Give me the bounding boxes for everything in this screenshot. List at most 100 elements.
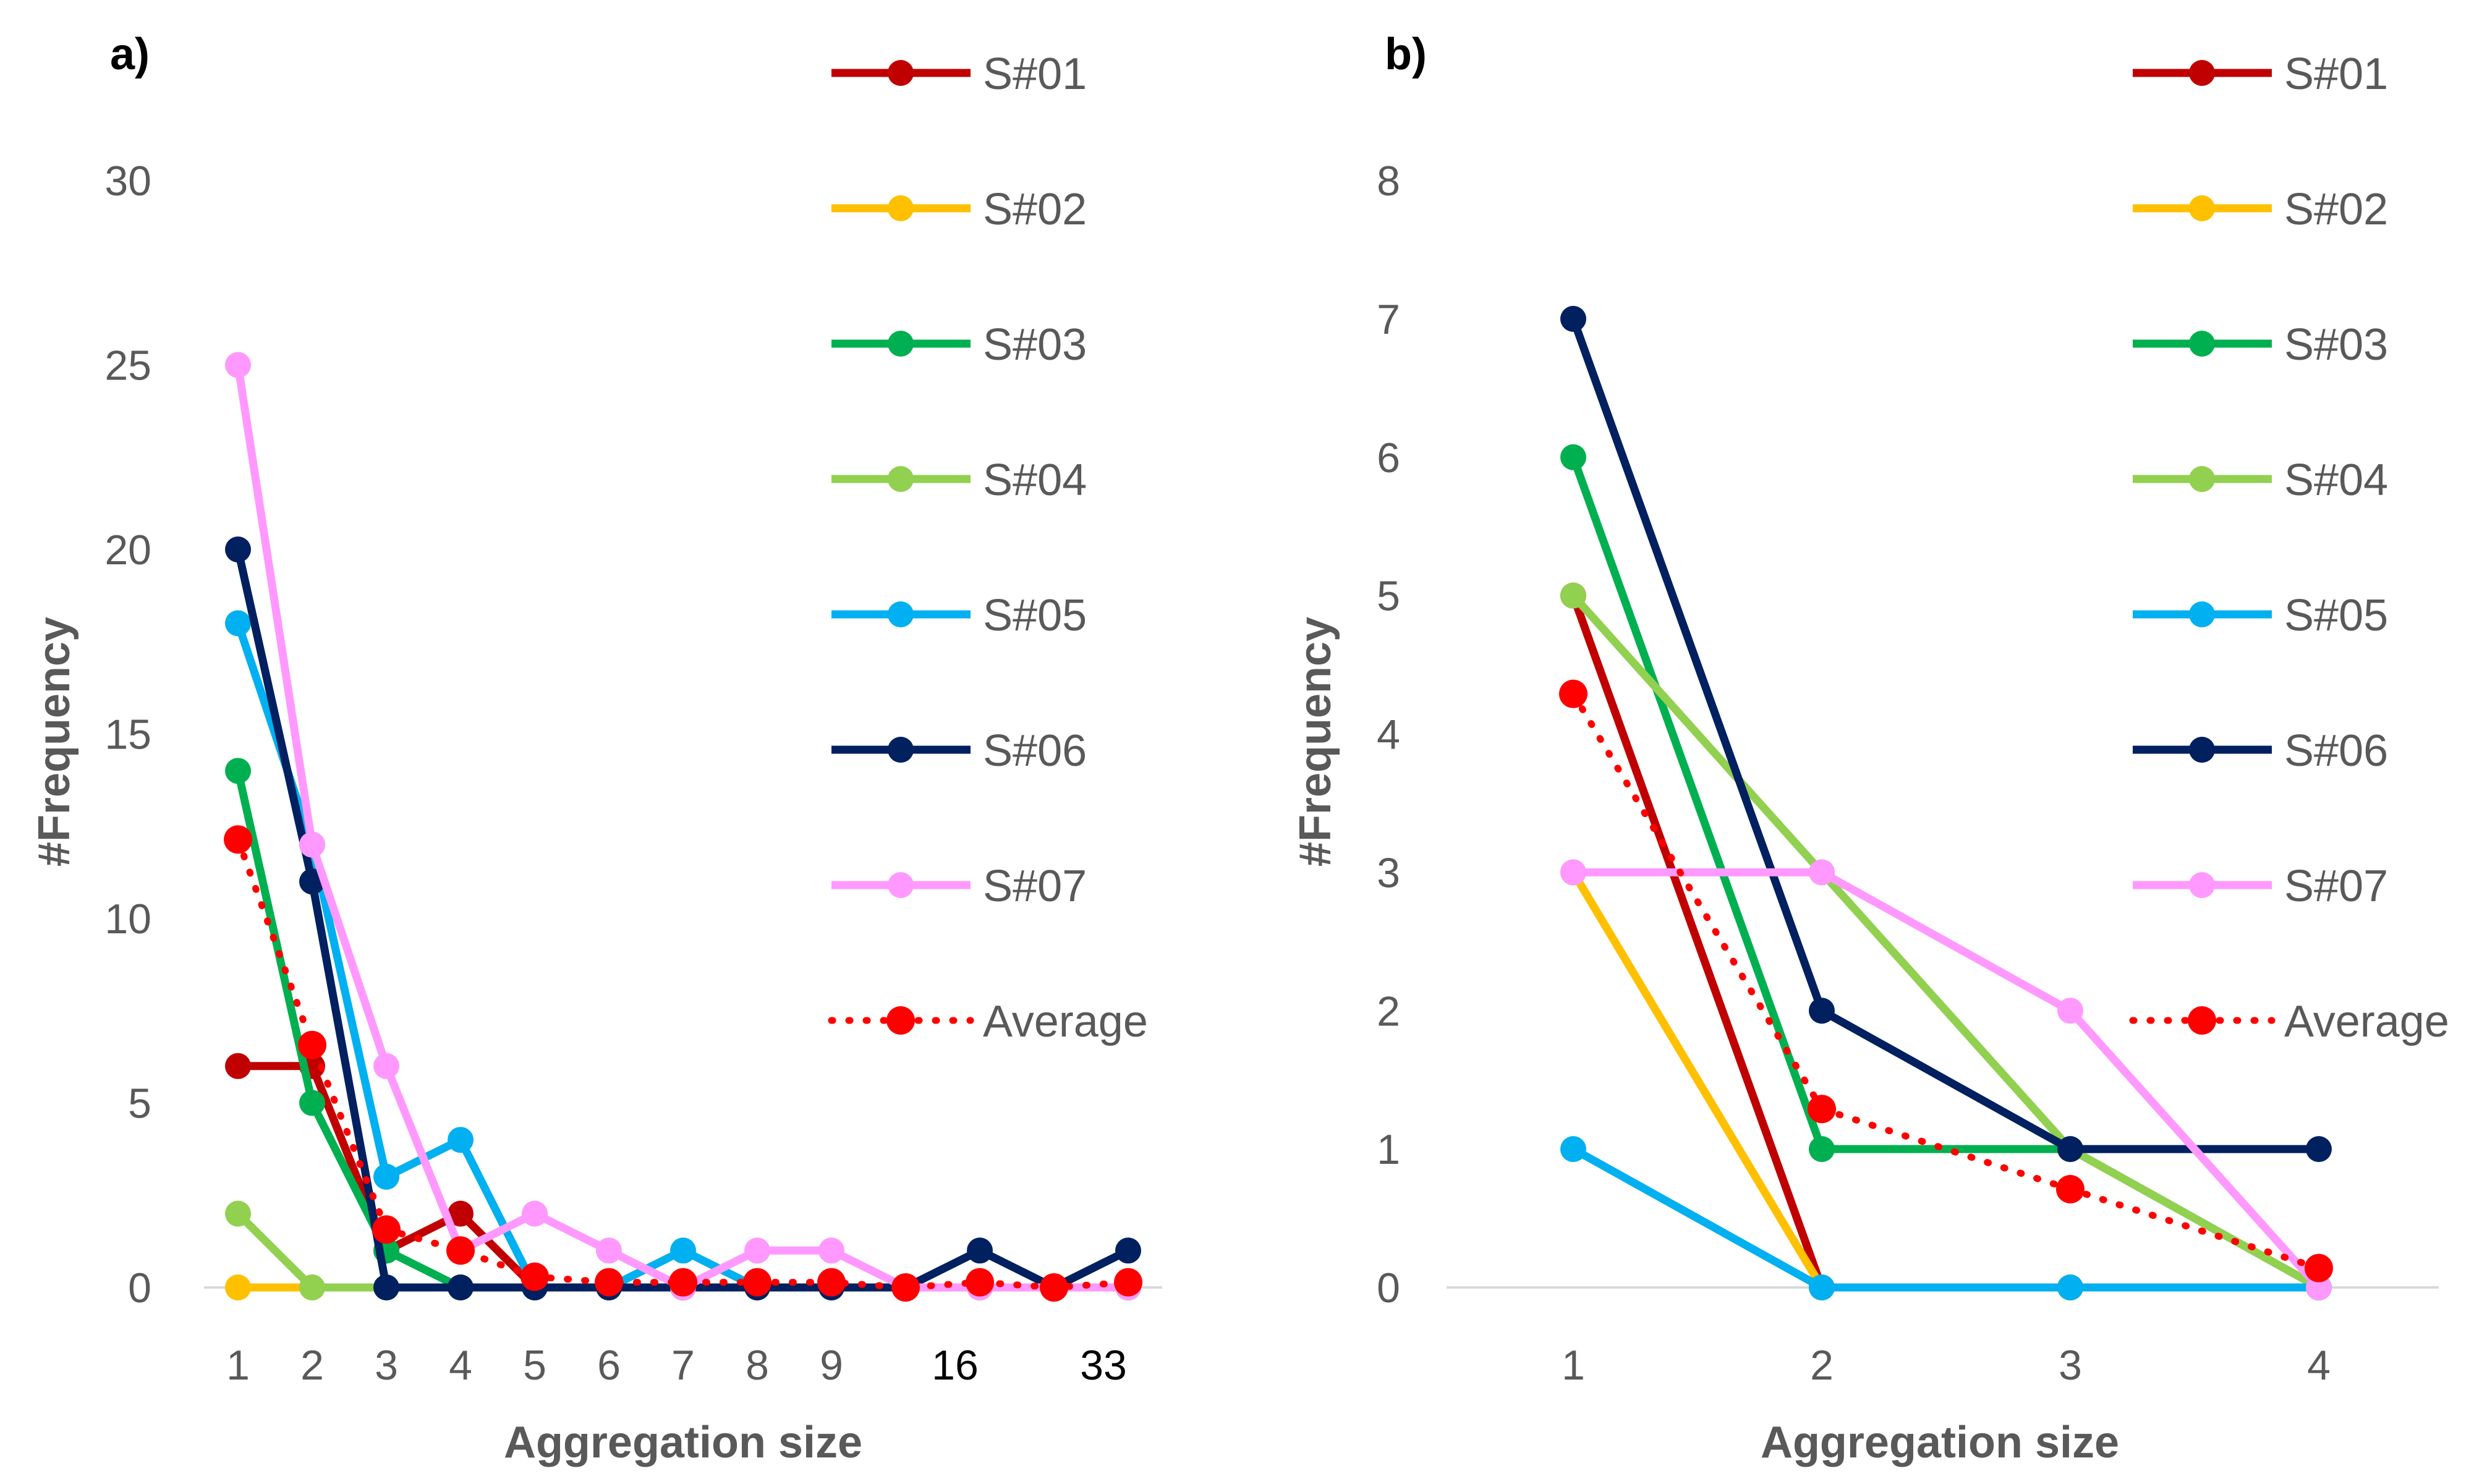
x-tick-label: 4 (449, 1342, 472, 1389)
data-point (595, 1268, 623, 1297)
legend-label: S#02 (2284, 185, 2388, 234)
data-point (225, 1200, 251, 1227)
x-tick-label: 6 (597, 1342, 621, 1389)
legend-label: S#05 (983, 591, 1087, 640)
data-point (967, 1237, 993, 1264)
data-point (1560, 305, 1586, 332)
legend-swatch-marker (2189, 331, 2215, 357)
data-point (225, 610, 251, 637)
data-point (225, 1274, 251, 1300)
legend-item: S#03 (2133, 320, 2388, 370)
y-tick-label: 7 (1377, 296, 1400, 343)
data-point (1560, 1136, 1586, 1163)
x-tick-label: 5 (523, 1342, 546, 1389)
series-line (1573, 868, 2322, 1291)
series-average (1559, 679, 2333, 1283)
legend-label: S#07 (2284, 862, 2388, 911)
data-point (1559, 679, 1587, 708)
data-point (818, 1237, 844, 1264)
panel-b: b) #Frequency Aggregation size 0 1 2 3 4 5 6 7 8… (1291, 30, 2449, 1467)
x-axis-title: Aggregation size (1761, 1418, 2119, 1467)
y-tick-label: 10 (104, 896, 151, 943)
legend-item: S#02 (831, 185, 1087, 234)
legend-swatch-marker (2189, 466, 2215, 492)
x-axis-title: Aggregation size (504, 1418, 862, 1467)
legend-swatch-marker (2189, 195, 2215, 221)
y-axis-title: #Frequency (30, 617, 79, 867)
data-point (1114, 1268, 1142, 1297)
x-tick-label: 4 (2307, 1342, 2331, 1389)
y-tick-label: 0 (1377, 1265, 1400, 1312)
y-tick-label: 30 (104, 158, 151, 205)
legend-swatch-marker (888, 331, 914, 357)
legend-item: Average (828, 997, 1148, 1046)
legend-item: S#05 (2133, 591, 2388, 640)
legend-swatch-marker (2189, 737, 2215, 763)
legend-label: S#06 (2284, 726, 2388, 776)
y-tick-label: 3 (1377, 849, 1400, 896)
legend-swatch-marker (888, 737, 914, 763)
data-point (1809, 859, 1835, 886)
y-tick-label: 5 (1377, 573, 1400, 620)
x-tick-label: 9 (820, 1342, 843, 1389)
legend-item: S#04 (831, 456, 1087, 505)
data-point (744, 1237, 770, 1264)
y-tick-label: 1 (1377, 1126, 1400, 1173)
y-tick-label: 4 (1377, 711, 1400, 758)
legend-label: S#01 (983, 49, 1087, 99)
y-tick-label: 0 (128, 1265, 151, 1312)
legend-swatch-marker (888, 60, 914, 86)
legend-label: S#03 (983, 320, 1087, 370)
y-tick-label: 2 (1377, 988, 1400, 1035)
x-tick-label: 2 (300, 1342, 324, 1389)
data-point (2306, 1274, 2332, 1300)
data-point (522, 1200, 548, 1227)
data-point (1809, 1274, 1835, 1300)
x-tick-label: 3 (2059, 1342, 2082, 1389)
data-point (2305, 1253, 2333, 1283)
legend-label: S#06 (983, 726, 1087, 776)
series-line (1571, 1145, 2319, 1292)
data-point (670, 1237, 696, 1264)
data-point (372, 1215, 401, 1244)
legend-item: S#06 (831, 726, 1087, 776)
data-point (2057, 1136, 2083, 1163)
data-point (1560, 582, 1586, 609)
legend: S#01 S#02 S#03 S#04 S#05 S#06 S#07 Average (828, 49, 1148, 1046)
x-tick-label: 7 (671, 1342, 695, 1389)
legend: S#01 S#02 S#03 S#04 S#05 S#06 S#07 Average (2129, 49, 2449, 1046)
legend-swatch-marker (886, 1006, 915, 1035)
data-point (2057, 998, 2083, 1024)
legend-item: S#01 (2133, 49, 2388, 99)
data-point (2306, 1136, 2332, 1163)
legend-label: S#05 (2284, 591, 2388, 640)
legend-label: S#04 (983, 456, 1087, 505)
data-point (298, 1030, 326, 1059)
data-point (225, 352, 251, 378)
legend-item: S#02 (2133, 185, 2388, 234)
data-point (224, 825, 252, 854)
data-point (373, 1163, 399, 1190)
x-tick-label: 1 (1562, 1342, 1585, 1389)
legend-swatch-marker (2188, 1006, 2216, 1035)
data-point (448, 1127, 474, 1153)
legend-swatch-marker (2189, 60, 2215, 86)
legend-label: S#03 (2284, 320, 2388, 370)
legend-swatch-marker (888, 872, 914, 898)
data-point (373, 1053, 399, 1079)
legend-label: Average (2284, 997, 2449, 1046)
data-point (225, 536, 251, 562)
data-point (225, 1053, 251, 1079)
data-point (2057, 1274, 2083, 1300)
series-line (1570, 593, 2321, 1291)
x-tick-label: 2 (1810, 1342, 1834, 1389)
data-point (1808, 1095, 1836, 1124)
x-tick-label: 1 (226, 1342, 250, 1389)
data-point (299, 1090, 325, 1116)
x-tick-label: 33 (1080, 1342, 1127, 1389)
data-point (299, 1274, 325, 1300)
legend-swatch-marker (888, 195, 914, 221)
y-tick-label: 8 (1377, 158, 1400, 205)
data-point (596, 1237, 622, 1264)
